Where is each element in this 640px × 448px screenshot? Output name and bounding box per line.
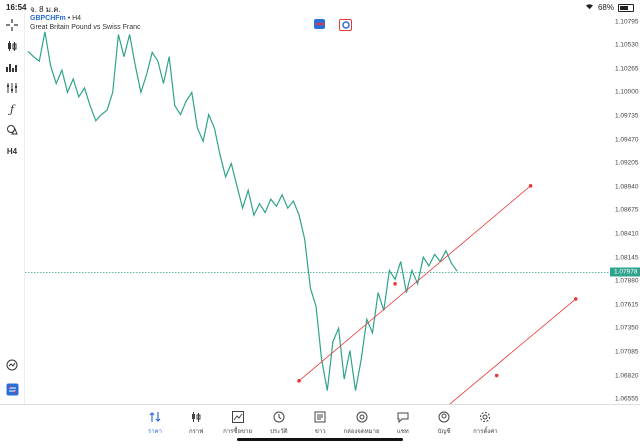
nav-item-trade[interactable]: การซื้อขาย [218,411,258,436]
battery-icon [618,3,634,12]
price-tick-label: 1.09205 [615,159,639,167]
price-tick-label: 1.10795 [615,18,639,26]
nav-item-chat[interactable]: แชท [383,411,423,436]
nav-item-settings[interactable]: การตั้งค่า [465,411,505,436]
chart-icon [190,411,202,423]
nav-label: การตั้งค่า [473,429,498,435]
nav-label: ข่าว [314,429,326,435]
price-tick-label: 1.06820 [615,372,639,379]
nav-label: ราคา [148,429,162,435]
price-tick-label: 1.07615 [615,301,639,309]
trendline-2-end-handle [573,297,578,301]
buy-button[interactable] [339,19,352,31]
price-chart [25,31,611,404]
nav-item-quotes[interactable]: ราคา [135,411,175,436]
nav-item-news[interactable]: ข่าว [300,411,340,436]
trendline-1 [298,185,531,382]
trendline-1-start-handle [297,379,301,383]
chart-area[interactable] [24,14,611,404]
symbol-separator: • [65,15,73,22]
price-tick-label: 1.08145 [615,254,639,262]
nav-label: กราฟ [189,429,204,435]
home-indicator [237,438,403,441]
price-tick-label: 1.06555 [615,395,639,403]
price-tick-label: 1.07880 [615,277,639,285]
price-tick-label: 1.10265 [615,65,639,73]
sell-button[interactable] [314,19,325,29]
one-click-trading-icon[interactable] [4,381,20,397]
settings-icon [479,411,491,423]
wifi-icon [585,3,594,12]
current-price-tag: 1.07978 [610,267,640,277]
timeframe-button[interactable]: H4 [6,146,18,156]
news-icon [314,411,326,423]
symbol-description: Great Britain Pound vs Swiss Franc [30,24,141,31]
history-icon [273,411,285,423]
nav-label: กล่องจดหมาย [343,429,380,435]
status-date: จ. 8 ม.ค. [30,5,61,14]
chart-symbol: GBPCHFm • H4 [30,15,81,22]
bottom-navigation: ราคา กราฟ การซื้อขาย ประวัติ ข่าว กล่องจดหมาย… [0,404,640,448]
nav-item-history[interactable]: ประวัติ [259,411,299,436]
price-series-line [27,31,458,391]
nav-label: บัญชี [437,429,451,435]
price-tick-label: 1.09470 [615,136,639,144]
battery-percent: 68% [597,3,614,12]
nav-label: การซื้อขาย [223,429,253,435]
indicators-icon[interactable] [4,80,20,96]
price-tick-label: 1.08675 [615,206,639,214]
mailbox-icon [356,411,368,423]
price-tick-label: 1.09735 [615,112,639,120]
nav-label: ประวัติ [270,429,288,435]
left-toolbar: ƒ H4 [0,14,24,404]
trade-icon [231,411,244,423]
quotes-icon [149,411,161,423]
trendline-1-end-handle [528,184,533,188]
bar-chart-icon[interactable] [4,59,20,75]
search-icon[interactable] [4,357,20,373]
account-icon [438,411,450,423]
chat-icon [397,411,409,423]
trendline-1-mid-handle [393,281,397,286]
trendline-2-mid-handle [494,373,499,378]
candlestick-icon[interactable] [4,38,20,54]
nav-label: แชท [396,429,409,435]
price-tick-label: 1.08940 [615,183,639,191]
price-axis: 1.10795 1.10530 1.10265 1.10000 1.09735 1.094… [610,14,640,404]
nav-item-chart[interactable]: กราฟ [176,411,216,436]
symbol-timeframe: H4 [72,15,82,22]
price-tick-label: 1.07085 [615,348,639,356]
battery-fill [620,5,629,10]
symbol-name: GBPCHFm [30,15,66,22]
price-tick-label: 1.10000 [615,88,639,96]
function-icon[interactable]: ƒ [9,102,15,116]
trade-buttons [314,19,352,31]
status-bar: 16:54 จ. 8 ม.ค. 68% [0,0,640,14]
nav-item-account[interactable]: บัญชี [424,411,464,436]
crosshair-icon[interactable] [4,17,20,33]
price-tick-label: 1.08410 [615,230,639,238]
objects-icon[interactable] [4,122,20,138]
price-tick-label: 1.07350 [615,324,639,332]
price-tick-label: 1.10530 [615,41,639,49]
trendline-2 [449,298,577,404]
status-time: 16:54 [6,3,27,12]
nav-item-mailbox[interactable]: กล่องจดหมาย [342,411,382,436]
